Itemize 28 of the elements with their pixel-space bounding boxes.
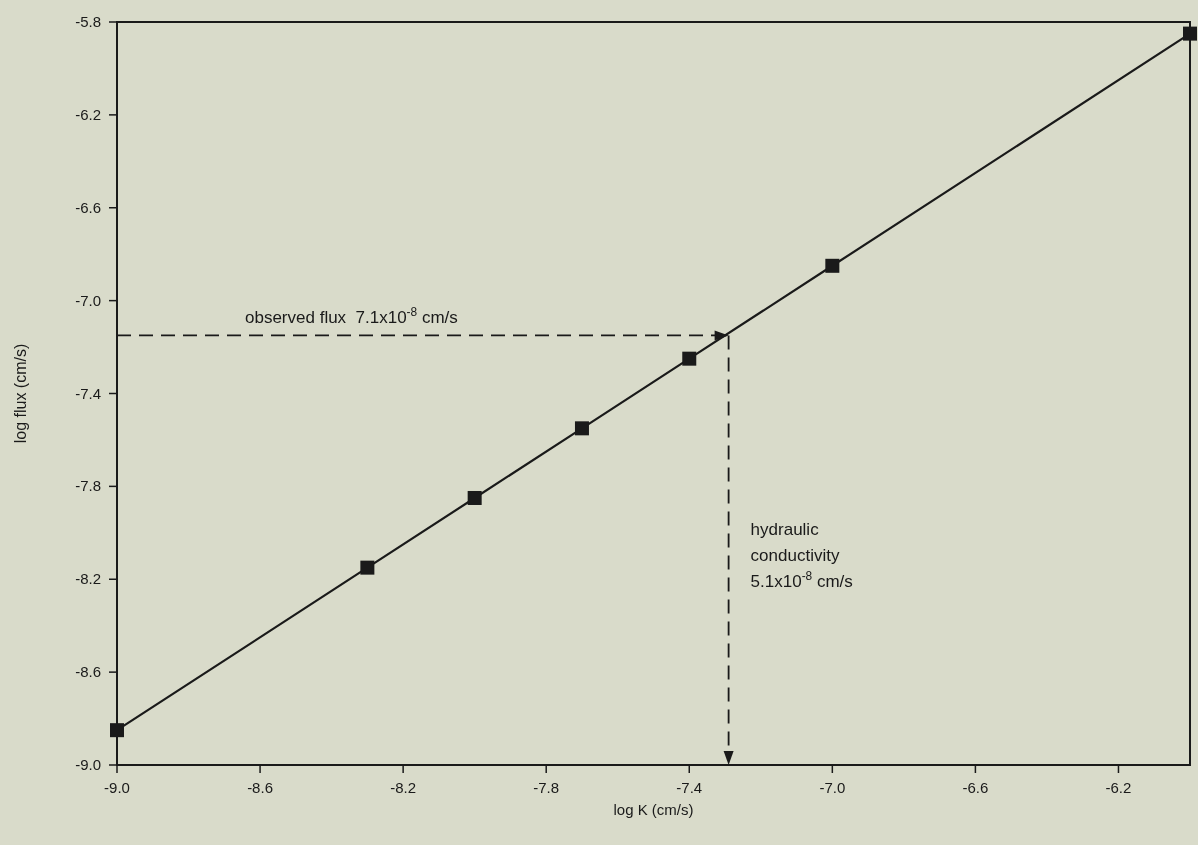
- y-tick-label: -9.0: [75, 756, 101, 773]
- x-tick-label: -6.6: [962, 779, 989, 796]
- point: [110, 723, 124, 738]
- y-tick-label: -8.6: [75, 663, 101, 681]
- x-tick-label: -8.2: [390, 779, 417, 796]
- y-tick-label: -8.2: [75, 570, 101, 588]
- point: [574, 421, 589, 436]
- point: [825, 258, 840, 273]
- x-tick-label: -6.2: [1105, 779, 1132, 796]
- y-tick-label: -6.6: [75, 198, 101, 216]
- x-axis-title: log K (cm/s): [613, 801, 694, 818]
- y-tick-label: -7.0: [75, 291, 101, 309]
- ref-line-label: observed flux 7.1x10$^{-8}$ cm/s: [245, 305, 458, 328]
- y-tick-label: -7.8: [75, 477, 101, 495]
- x-tick-label: -7.0: [819, 779, 846, 796]
- x-tick-label: -7.4: [676, 779, 703, 796]
- x-tick-label: -7.8: [533, 779, 560, 796]
- y-tick-label: -5.8: [75, 13, 101, 30]
- y-tick-label: -6.2: [75, 105, 101, 123]
- y-tick-label: -7.4: [75, 384, 101, 402]
- x-tick-label: -9.0: [104, 779, 130, 796]
- ref-line-label: hydraulic conductivity 5.1x10$^{-8}$ cm/s: [750, 520, 853, 592]
- point: [682, 351, 697, 366]
- x-tick-label: -8.6: [247, 779, 273, 796]
- point: [467, 490, 482, 505]
- point: [1183, 26, 1197, 41]
- y-axis-title: log flux (cm/s): [12, 343, 29, 444]
- point: [360, 560, 375, 575]
